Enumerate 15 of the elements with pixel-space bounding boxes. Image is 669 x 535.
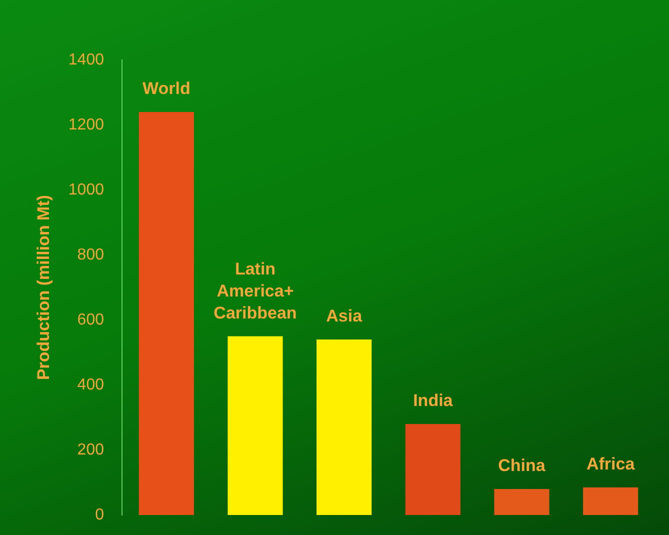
y-tick-label: 1400 [68, 51, 104, 68]
y-tick-label: 200 [77, 441, 104, 458]
y-tick-label: 0 [95, 506, 104, 524]
y-tick-label: 400 [77, 376, 104, 394]
x-tick-label: Asia [326, 306, 363, 326]
y-tick-label: 600 [77, 311, 104, 328]
x-tick-label: India [413, 391, 454, 410]
y-tick-label: 1200 [68, 116, 104, 134]
y-tick-label: 800 [77, 246, 104, 264]
y-tick-label: 1000 [68, 181, 104, 198]
y-axis-title: Production (million Mt) [34, 194, 53, 380]
x-tick-label: Africa [586, 454, 636, 474]
x-tick-label: Latin America+ Caribbean [214, 259, 297, 322]
x-tick-label: World [142, 79, 190, 98]
x-tick-label: China [498, 456, 546, 476]
